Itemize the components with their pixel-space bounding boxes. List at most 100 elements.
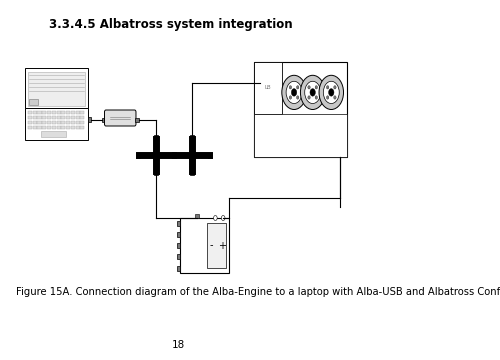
- Bar: [80, 116, 84, 119]
- Bar: [52, 111, 56, 114]
- Bar: [254, 62, 282, 114]
- Bar: [42, 121, 46, 124]
- Bar: [28, 126, 32, 129]
- Text: 3.3.4.5 Albatross system integration: 3.3.4.5 Albatross system integration: [48, 18, 292, 31]
- Bar: [136, 153, 140, 158]
- Bar: [52, 121, 56, 124]
- Bar: [56, 116, 60, 119]
- Bar: [88, 117, 91, 122]
- Bar: [177, 254, 180, 259]
- Circle shape: [300, 75, 325, 109]
- Bar: [257, 80, 262, 86]
- Bar: [195, 214, 199, 218]
- Bar: [154, 135, 158, 140]
- Bar: [208, 153, 212, 158]
- Bar: [207, 223, 226, 268]
- Bar: [80, 111, 84, 114]
- Bar: [154, 153, 158, 157]
- Bar: [180, 218, 229, 273]
- Circle shape: [326, 96, 329, 99]
- Circle shape: [289, 86, 292, 89]
- Bar: [190, 170, 194, 175]
- Bar: [32, 121, 36, 124]
- Bar: [66, 126, 70, 129]
- Bar: [41, 131, 66, 137]
- Bar: [62, 116, 66, 119]
- Bar: [80, 121, 84, 124]
- Circle shape: [304, 81, 320, 104]
- Bar: [42, 111, 46, 114]
- Bar: [177, 232, 180, 237]
- Circle shape: [328, 89, 334, 96]
- Circle shape: [324, 81, 339, 104]
- Bar: [38, 121, 42, 124]
- Text: LB: LB: [264, 85, 272, 90]
- Bar: [62, 126, 66, 129]
- Bar: [62, 121, 66, 124]
- FancyBboxPatch shape: [104, 110, 136, 126]
- Bar: [177, 220, 180, 225]
- Bar: [56, 111, 60, 114]
- Bar: [28, 121, 32, 124]
- Bar: [172, 153, 176, 158]
- Bar: [254, 62, 347, 157]
- Bar: [76, 116, 80, 119]
- Bar: [52, 116, 56, 119]
- Bar: [38, 111, 42, 114]
- Bar: [102, 118, 106, 122]
- Circle shape: [292, 89, 297, 96]
- Bar: [42, 116, 46, 119]
- Bar: [134, 118, 139, 122]
- Circle shape: [222, 216, 225, 220]
- Bar: [254, 114, 347, 157]
- Circle shape: [308, 86, 310, 89]
- Bar: [28, 72, 85, 105]
- Bar: [76, 121, 80, 124]
- Bar: [32, 111, 36, 114]
- Circle shape: [334, 96, 336, 99]
- Circle shape: [319, 75, 344, 109]
- Bar: [190, 135, 194, 140]
- Bar: [30, 99, 38, 105]
- Circle shape: [326, 86, 329, 89]
- Text: -: -: [210, 240, 213, 251]
- Circle shape: [286, 81, 302, 104]
- Bar: [76, 111, 80, 114]
- Text: +: +: [218, 240, 226, 251]
- Bar: [25, 68, 88, 108]
- Circle shape: [214, 216, 217, 220]
- Circle shape: [315, 96, 318, 99]
- Bar: [66, 116, 70, 119]
- Bar: [177, 266, 180, 270]
- Bar: [56, 121, 60, 124]
- Circle shape: [289, 96, 292, 99]
- Bar: [66, 121, 70, 124]
- Bar: [28, 116, 32, 119]
- Bar: [52, 126, 56, 129]
- Bar: [47, 116, 51, 119]
- Bar: [66, 111, 70, 114]
- Bar: [25, 108, 88, 140]
- Bar: [71, 121, 75, 124]
- Bar: [32, 116, 36, 119]
- Bar: [32, 126, 36, 129]
- Bar: [38, 126, 42, 129]
- Bar: [76, 126, 80, 129]
- Bar: [62, 111, 66, 114]
- Bar: [71, 116, 75, 119]
- Bar: [47, 121, 51, 124]
- Circle shape: [296, 86, 299, 89]
- Bar: [71, 111, 75, 114]
- Bar: [42, 126, 46, 129]
- Circle shape: [315, 86, 318, 89]
- Bar: [56, 126, 60, 129]
- Bar: [47, 111, 51, 114]
- Bar: [177, 243, 180, 248]
- Circle shape: [310, 89, 316, 96]
- Circle shape: [296, 96, 299, 99]
- Text: Figure 15A. Connection diagram of the Alba-Engine to a laptop with Alba-USB and : Figure 15A. Connection diagram of the Al…: [16, 287, 500, 297]
- Bar: [80, 126, 84, 129]
- Circle shape: [334, 86, 336, 89]
- Circle shape: [308, 96, 310, 99]
- Bar: [71, 126, 75, 129]
